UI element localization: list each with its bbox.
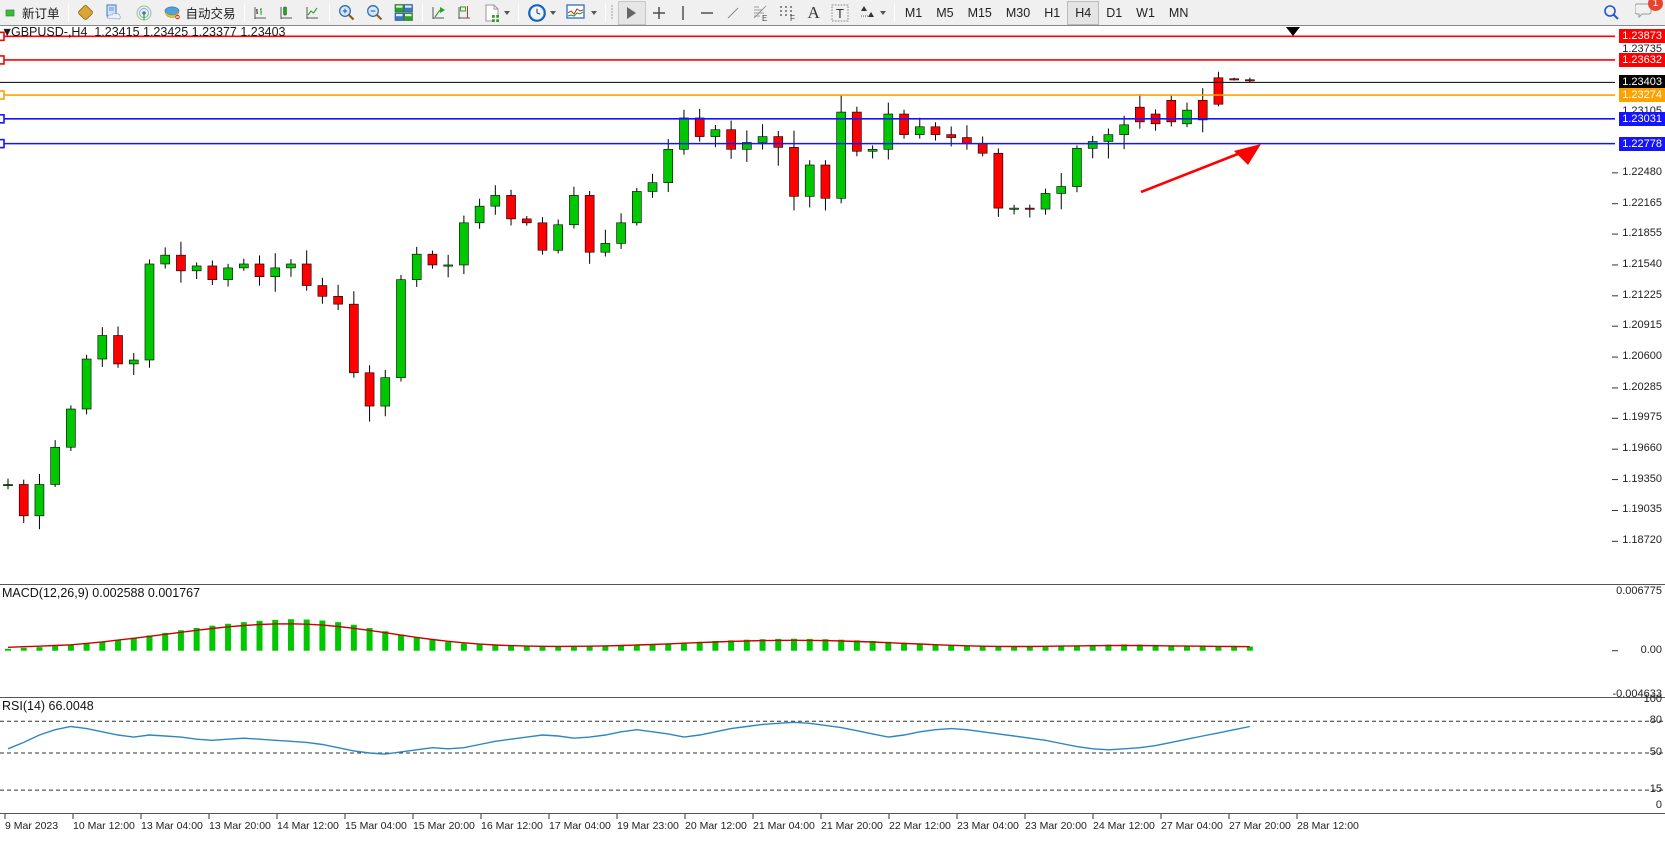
svg-text:E: E [762, 14, 767, 21]
svg-text:T: T [836, 6, 844, 21]
svg-text:F: F [790, 14, 795, 21]
